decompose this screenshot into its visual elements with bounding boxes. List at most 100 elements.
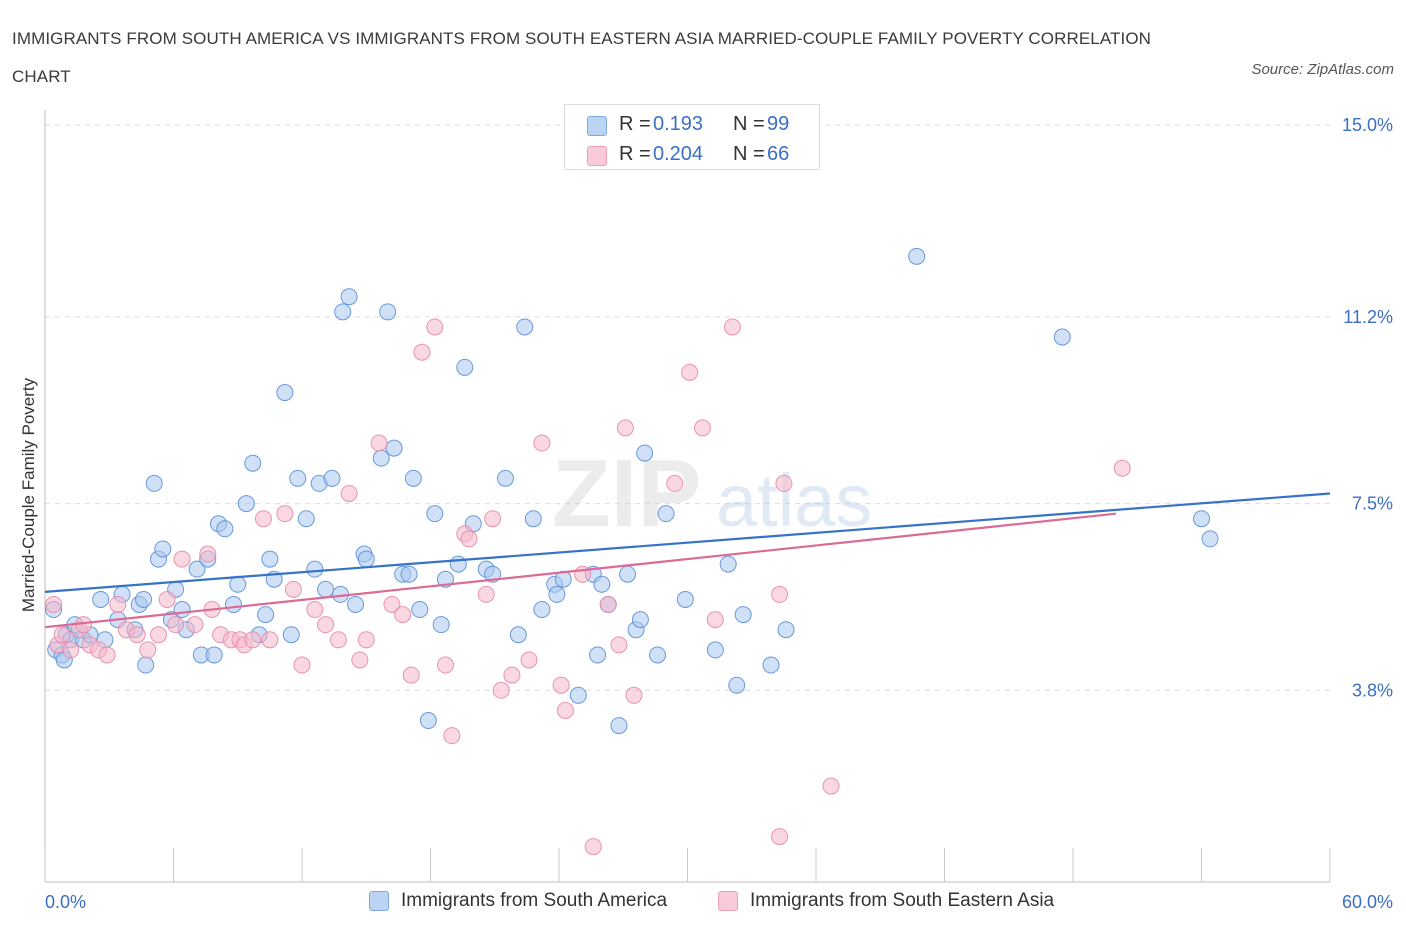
legend-n-label: N =	[733, 143, 765, 165]
source-label: Source: ZipAtlas.com	[1251, 61, 1394, 78]
data-point	[98, 646, 116, 664]
data-point	[1113, 459, 1131, 477]
data-point	[533, 434, 551, 452]
legend-n-value: 66	[767, 143, 790, 165]
data-point	[244, 631, 262, 649]
trend-line	[44, 492, 1331, 593]
trend-lines	[44, 492, 1331, 629]
data-point	[723, 318, 741, 336]
legend-swatch-south-eastern-asia	[587, 146, 607, 166]
data-point	[443, 727, 461, 745]
data-point	[432, 616, 450, 634]
data-point	[503, 666, 521, 684]
data-point	[340, 288, 358, 306]
data-point	[135, 590, 153, 608]
data-point	[186, 616, 204, 634]
data-point	[1193, 510, 1210, 528]
y-tick-label: 15.0%	[1342, 115, 1393, 135]
data-point	[199, 545, 217, 563]
watermark: ZIP atlas	[552, 440, 872, 547]
data-point	[456, 358, 474, 376]
data-point	[317, 580, 335, 598]
data-point	[706, 641, 724, 659]
data-point	[145, 474, 163, 492]
data-point	[229, 575, 247, 593]
bottom-legend-swatch	[369, 891, 389, 911]
data-point	[173, 550, 191, 568]
data-point	[552, 676, 570, 694]
data-point	[394, 606, 412, 624]
data-point	[619, 565, 637, 583]
data-point	[610, 636, 628, 654]
data-point	[584, 838, 602, 856]
legend-swatch-south-america	[587, 116, 607, 136]
data-point	[306, 601, 324, 619]
data-point	[370, 434, 388, 452]
legend-n-value: 99	[767, 113, 790, 135]
data-point	[372, 449, 390, 467]
data-point	[1201, 530, 1219, 548]
data-point	[666, 474, 684, 492]
axes	[44, 110, 1331, 883]
data-point	[771, 585, 789, 603]
data-point	[379, 303, 397, 321]
data-point	[631, 611, 649, 629]
data-point	[426, 318, 444, 336]
bottom-legend-swatch	[718, 891, 738, 911]
data-point	[649, 646, 667, 664]
legend-r-value: 0.204	[653, 143, 704, 165]
data-point	[599, 595, 617, 613]
legend-r-label: R =	[619, 113, 651, 135]
data-point	[224, 595, 242, 613]
data-point	[139, 641, 157, 659]
data-point	[589, 646, 607, 664]
data-point	[636, 444, 654, 462]
data-point	[681, 363, 699, 381]
data-point	[45, 595, 63, 613]
data-point	[524, 510, 542, 528]
data-point	[693, 419, 711, 437]
data-point	[261, 550, 279, 568]
data-point	[492, 681, 510, 699]
data-point	[109, 595, 127, 613]
data-point	[357, 631, 375, 649]
data-point	[908, 247, 926, 265]
data-point	[520, 651, 538, 669]
data-point	[334, 303, 352, 321]
data-point	[771, 828, 789, 846]
data-point	[158, 590, 176, 608]
data-point	[167, 616, 185, 634]
data-point	[237, 495, 255, 513]
data-point	[496, 469, 514, 487]
legend-n-label: N =	[733, 113, 765, 135]
data-point	[775, 474, 793, 492]
data-point	[257, 606, 275, 624]
data-point	[154, 540, 172, 558]
y-axis-label: Married-Couple Family Poverty	[19, 377, 38, 612]
data-point	[261, 631, 279, 649]
y-tick-label: 7.5%	[1352, 494, 1393, 514]
data-point	[419, 712, 437, 730]
data-point	[289, 469, 307, 487]
data-point	[53, 626, 71, 644]
chart-title: IMMIGRANTS FROM SOUTH AMERICA VS IMMIGRA…	[12, 29, 1152, 86]
y-tick-label: 3.8%	[1352, 680, 1393, 700]
data-point	[402, 666, 420, 684]
data-point	[216, 520, 234, 538]
series-south-america	[45, 247, 1219, 735]
data-point	[293, 656, 311, 674]
data-point	[383, 595, 401, 613]
data-point	[297, 510, 315, 528]
watermark-zip: ZIP	[552, 440, 701, 547]
data-point	[244, 454, 262, 472]
data-point	[616, 419, 634, 437]
data-point	[357, 550, 375, 568]
data-point	[137, 656, 155, 674]
data-point	[762, 656, 780, 674]
data-point	[92, 590, 110, 608]
data-point	[306, 560, 324, 578]
data-point	[477, 585, 495, 603]
data-point	[426, 505, 444, 523]
data-point	[404, 469, 422, 487]
data-point	[719, 555, 737, 573]
